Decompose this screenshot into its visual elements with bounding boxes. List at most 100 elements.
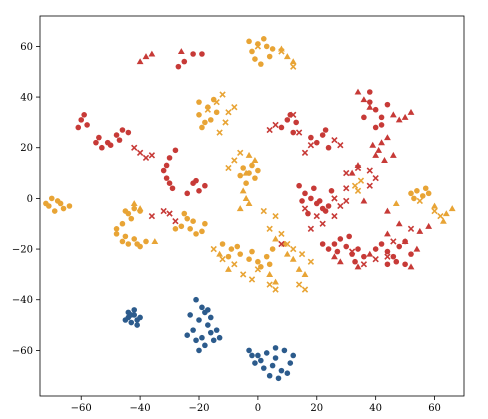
point-blue-circle-11 — [199, 304, 205, 311]
point-blue-circle-9 — [128, 312, 135, 318]
point-red-triangle-15 — [407, 263, 415, 270]
point-red-triangle-11 — [369, 141, 377, 148]
point-red-circle-73 — [372, 106, 379, 113]
point-orange-circle-72 — [411, 195, 417, 202]
point-red-circle-46 — [278, 124, 285, 131]
point-blue-circle-31 — [272, 355, 279, 361]
point-red-triangle-9 — [384, 134, 391, 141]
point-red-triangle-29 — [336, 258, 344, 265]
point-orange-x-6 — [222, 119, 229, 126]
point-orange-circle-20 — [119, 220, 126, 227]
point-orange-circle-56 — [249, 162, 255, 169]
point-blue-circle-44 — [272, 345, 279, 351]
point-red-x-26 — [331, 195, 338, 202]
point-red-circle-39 — [322, 208, 329, 214]
point-red-triangle-28 — [354, 263, 362, 270]
point-orange-circle-43 — [225, 253, 232, 260]
point-orange-triangle-20 — [266, 271, 274, 277]
point-orange-x-21 — [254, 266, 262, 273]
point-red-triangle-8 — [395, 116, 403, 123]
point-red-circle-77 — [384, 101, 391, 108]
point-red-triangle-19 — [389, 151, 397, 158]
point-red-circle-75 — [372, 124, 379, 131]
point-orange-circle-32 — [219, 241, 226, 247]
point-orange-circle-21 — [113, 226, 120, 232]
point-blue-circle-33 — [252, 360, 258, 366]
point-red-circle-26 — [190, 51, 196, 57]
point-red-circle-50 — [293, 119, 299, 126]
point-red-triangle-17 — [395, 220, 403, 227]
point-orange-circle-35 — [246, 256, 252, 263]
point-red-x-0 — [136, 149, 144, 156]
point-orange-circle-42 — [266, 261, 273, 268]
point-orange-circle-36 — [255, 258, 261, 265]
point-red-circle-42 — [319, 132, 326, 138]
point-orange-triangle-6 — [242, 169, 250, 176]
point-red-x-30 — [372, 256, 379, 263]
point-orange-triangle-1 — [242, 195, 250, 201]
point-blue-circle-42 — [249, 352, 255, 359]
point-red-circle-76 — [361, 114, 367, 121]
point-red-x-5 — [290, 111, 297, 118]
point-red-x-4 — [272, 121, 279, 129]
point-blue-circle-21 — [210, 337, 217, 344]
point-orange-triangle-19 — [439, 217, 447, 224]
point-red-x-33 — [384, 253, 391, 260]
point-red-circle-21 — [196, 188, 202, 194]
point-orange-circle-13 — [143, 238, 149, 245]
point-red-circle-11 — [125, 129, 132, 136]
point-orange-x-16 — [284, 240, 291, 248]
point-orange-circle-23 — [184, 215, 191, 222]
point-red-circle-31 — [308, 195, 314, 202]
point-orange-x-30 — [301, 286, 309, 293]
point-red-circle-18 — [169, 185, 176, 192]
point-red-triangle-25 — [407, 108, 415, 115]
point-red-circle-59 — [361, 253, 367, 260]
point-red-circle-28 — [175, 63, 182, 70]
point-red-circle-37 — [328, 188, 335, 194]
point-red-triangle-5 — [360, 96, 368, 103]
point-red-x-8 — [301, 149, 309, 156]
point-red-triangle-21 — [372, 151, 380, 158]
point-orange-circle-6 — [43, 200, 49, 207]
point-red-circle-69 — [393, 258, 400, 265]
point-red-triangle-13 — [401, 238, 409, 245]
point-red-x-7 — [266, 126, 273, 134]
point-red-circle-61 — [319, 241, 326, 247]
point-red-circle-19 — [163, 175, 170, 181]
point-orange-triangle-5 — [245, 151, 253, 158]
point-red-circle-60 — [325, 246, 332, 252]
point-orange-triangle-24 — [136, 205, 144, 212]
point-orange-x-31 — [351, 182, 359, 189]
point-orange-x-9 — [278, 48, 285, 55]
point-red-x-13 — [343, 169, 350, 177]
point-orange-triangle-15 — [301, 271, 309, 277]
point-orange-x-17 — [278, 230, 285, 238]
point-red-triangle-30 — [331, 253, 338, 260]
point-red-triangle-18 — [384, 230, 391, 237]
point-orange-x-32 — [357, 177, 365, 184]
y-tick-label: 40 — [20, 93, 33, 104]
point-blue-circle-17 — [199, 334, 205, 341]
point-red-triangle-27 — [360, 197, 368, 204]
point-orange-circle-19 — [128, 215, 135, 222]
point-orange-x-14 — [266, 225, 273, 232]
point-red-circle-29 — [296, 182, 302, 189]
point-red-x-23 — [343, 197, 350, 205]
point-red-x-17 — [148, 212, 156, 220]
point-blue-circle-34 — [260, 365, 267, 371]
y-tick-label: 60 — [20, 42, 33, 53]
point-orange-x-8 — [290, 63, 297, 70]
point-blue-circle-18 — [213, 327, 220, 333]
x-tick-label: −60 — [71, 403, 92, 414]
point-red-x-34 — [278, 240, 285, 248]
point-orange-circle-45 — [196, 112, 202, 118]
point-orange-x-4 — [231, 104, 238, 111]
point-blue-circle-20 — [202, 342, 208, 349]
point-red-circle-25 — [181, 58, 188, 65]
point-red-triangle-20 — [381, 157, 388, 163]
point-blue-circle-32 — [281, 347, 288, 354]
point-blue-circle-26 — [184, 332, 191, 339]
point-red-circle-15 — [163, 162, 170, 169]
x-axis-ticks: −60 −40 −20 0 20 40 60 — [71, 396, 441, 414]
